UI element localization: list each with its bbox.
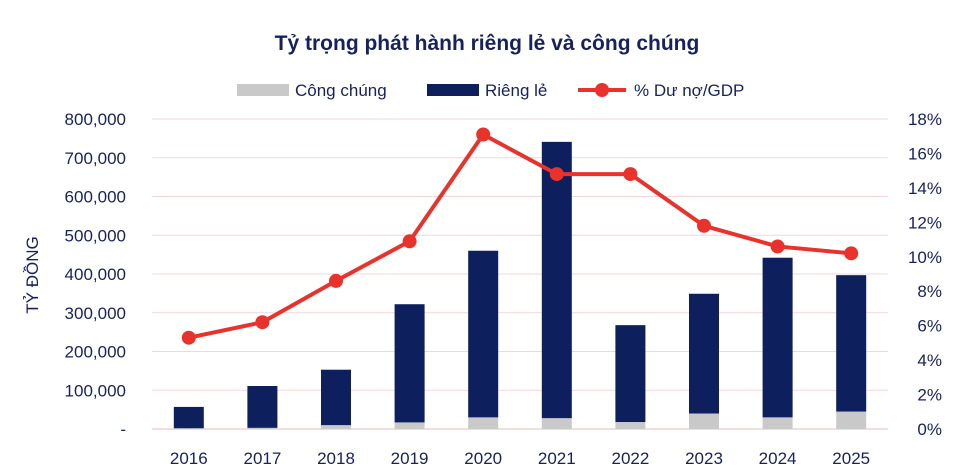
line-point xyxy=(476,127,491,142)
bar-cong-chung xyxy=(468,417,499,429)
bar-rieng-le xyxy=(173,406,204,429)
bar-rieng-le xyxy=(615,325,646,423)
bar-cong-chung xyxy=(689,413,719,429)
bar-cong-chung xyxy=(394,422,425,429)
x-tick-label: 2016 xyxy=(170,449,208,468)
line-point xyxy=(549,167,564,182)
bar-rieng-le xyxy=(468,250,499,418)
line-du-no-gdp xyxy=(188,132,852,340)
legend-swatch xyxy=(427,84,479,96)
line-point xyxy=(255,315,270,330)
right-tick-label: 0% xyxy=(917,420,942,439)
right-tick-label: 14% xyxy=(908,179,942,198)
axes: - 100,000 200,000 300,000 400,000 500,000 600,… xyxy=(65,110,942,468)
right-tick-label: 10% xyxy=(908,248,942,267)
line-point xyxy=(844,246,859,261)
bar-cong-chung xyxy=(615,422,646,429)
line-series xyxy=(181,127,859,345)
x-tick-label: 2017 xyxy=(243,449,281,468)
bar-cong-chung xyxy=(541,418,572,429)
bar-rieng-le xyxy=(762,257,793,418)
x-tick-label: 2022 xyxy=(611,449,649,468)
left-tick-label: 700,000 xyxy=(65,149,126,168)
left-tick-label: 500,000 xyxy=(65,226,126,245)
x-tick-label: 2020 xyxy=(464,449,502,468)
x-tick-label: 2021 xyxy=(538,449,576,468)
bar-cong-chung xyxy=(321,425,351,429)
legend-swatch xyxy=(237,84,289,96)
bar-cong-chung xyxy=(247,427,278,429)
line-point xyxy=(329,273,343,288)
bar-rieng-le xyxy=(689,293,719,414)
bar-rieng-le xyxy=(836,275,867,412)
legend: Công chúng Riêng lẻ % Dư nợ/GDP xyxy=(237,81,744,100)
bar-rieng-le xyxy=(247,385,278,428)
bar-cong-chung xyxy=(762,417,793,429)
left-tick-label: 100,000 xyxy=(65,381,126,400)
left-tick-label: 800,000 xyxy=(65,110,126,129)
right-tick-label: 8% xyxy=(917,282,942,301)
legend-label: % Dư nợ/GDP xyxy=(634,81,744,100)
left-tick-label: 300,000 xyxy=(65,304,126,323)
line-point xyxy=(623,167,638,182)
x-tick-label: 2019 xyxy=(391,449,429,468)
legend-marker xyxy=(595,83,609,97)
right-tick-label: 6% xyxy=(917,317,942,336)
x-tick-label: 2025 xyxy=(832,449,870,468)
bars xyxy=(173,141,867,429)
left-tick-label: 400,000 xyxy=(65,265,126,284)
right-tick-label: 4% xyxy=(917,351,942,370)
left-tick-label: 600,000 xyxy=(65,188,126,207)
line-point xyxy=(181,330,196,345)
bar-rieng-le xyxy=(321,369,351,426)
right-tick-label: 2% xyxy=(917,386,942,405)
legend-label: Công chúng xyxy=(295,81,387,100)
bar-rieng-le xyxy=(394,304,425,423)
bar-rieng-le xyxy=(541,141,572,419)
x-tick-label: 2024 xyxy=(759,449,797,468)
line-point xyxy=(770,239,785,254)
bar-cong-chung xyxy=(173,428,204,429)
right-tick-label: 18% xyxy=(908,110,942,129)
left-tick-label: 200,000 xyxy=(65,343,126,362)
left-tick-label: - xyxy=(120,420,126,439)
y-axis-label: TỶ ĐỒNG xyxy=(23,236,42,313)
right-tick-label: 16% xyxy=(908,144,942,163)
legend-label: Riêng lẻ xyxy=(485,81,547,100)
x-tick-label: 2023 xyxy=(685,449,723,468)
right-tick-label: 12% xyxy=(908,213,942,232)
x-tick-label: 2018 xyxy=(317,449,355,468)
bar-cong-chung xyxy=(836,411,867,429)
line-point xyxy=(697,218,711,233)
chart-title: Tỷ trọng phát hành riêng lẻ và công chún… xyxy=(275,32,700,55)
line-point xyxy=(402,234,417,249)
